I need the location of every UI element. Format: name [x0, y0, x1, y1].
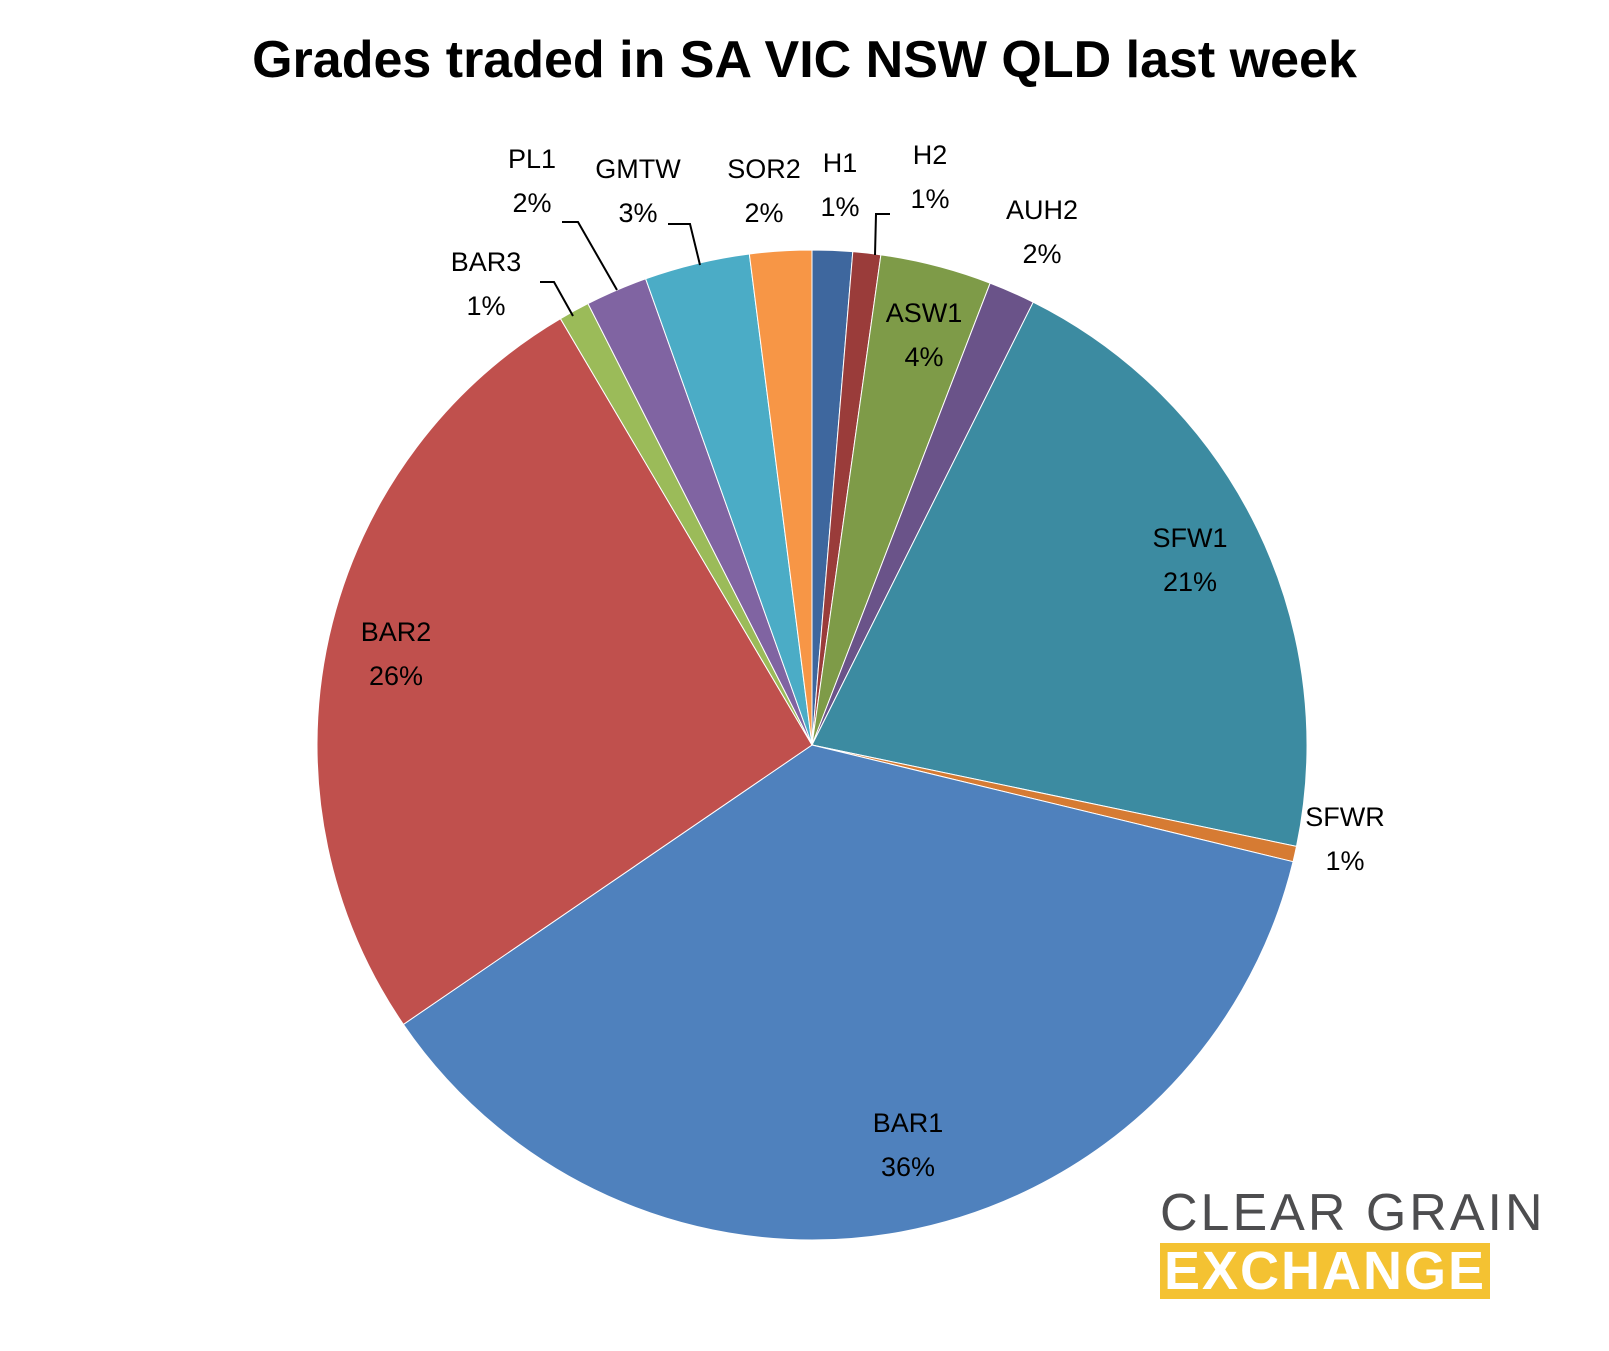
leader-line-gmtw [668, 223, 701, 266]
pie-slice-bar2 [316, 318, 813, 1026]
slice-label-h1: H1 1% [820, 148, 859, 222]
leader-line-pl1 [562, 221, 618, 291]
clear-grain-exchange-logo: CLEAR GRAIN EXCHANGE [1160, 1185, 1550, 1299]
slice-label-sfwr: SFWR 1% [1305, 802, 1384, 876]
leader-line-bar3 [540, 281, 574, 317]
slice-label-bar2: BAR2 26% [361, 617, 432, 691]
slice-label-bar1: BAR1 36% [873, 1108, 944, 1182]
slice-label-sfw1: SFW1 21% [1152, 523, 1227, 597]
slice-labels: H1 1% H2 1% ASW1 4% AUH2 2% SFW1 21% SFWR 1% BAR1 36%… [361, 140, 1385, 1182]
slice-label-auh2: AUH2 2% [1006, 195, 1078, 269]
slice-label-asw1: ASW1 4% [886, 298, 963, 372]
pie-slice-sfw1 [811, 301, 1308, 847]
pie-slices [316, 249, 1308, 1241]
slice-label-pl1: PL1 2% [508, 144, 556, 218]
leader-lines [540, 213, 890, 317]
pie-slice-sor2 [748, 249, 813, 746]
logo-text-exchange: EXCHANGE [1160, 1243, 1491, 1299]
chart-title: Grades traded in SA VIC NSW QLD last wee… [252, 31, 1357, 89]
slice-label-bar3: BAR3 1% [451, 247, 522, 321]
leader-line-h2 [874, 213, 890, 256]
logo-text-clear-grain: CLEAR GRAIN [1160, 1184, 1546, 1242]
slice-label-gmtw: GMTW 3% [595, 154, 681, 228]
slice-label-h2: H2 1% [910, 140, 949, 214]
pie-slice-bar1 [402, 744, 1294, 1241]
slice-label-sor2: SOR2 2% [727, 154, 801, 228]
